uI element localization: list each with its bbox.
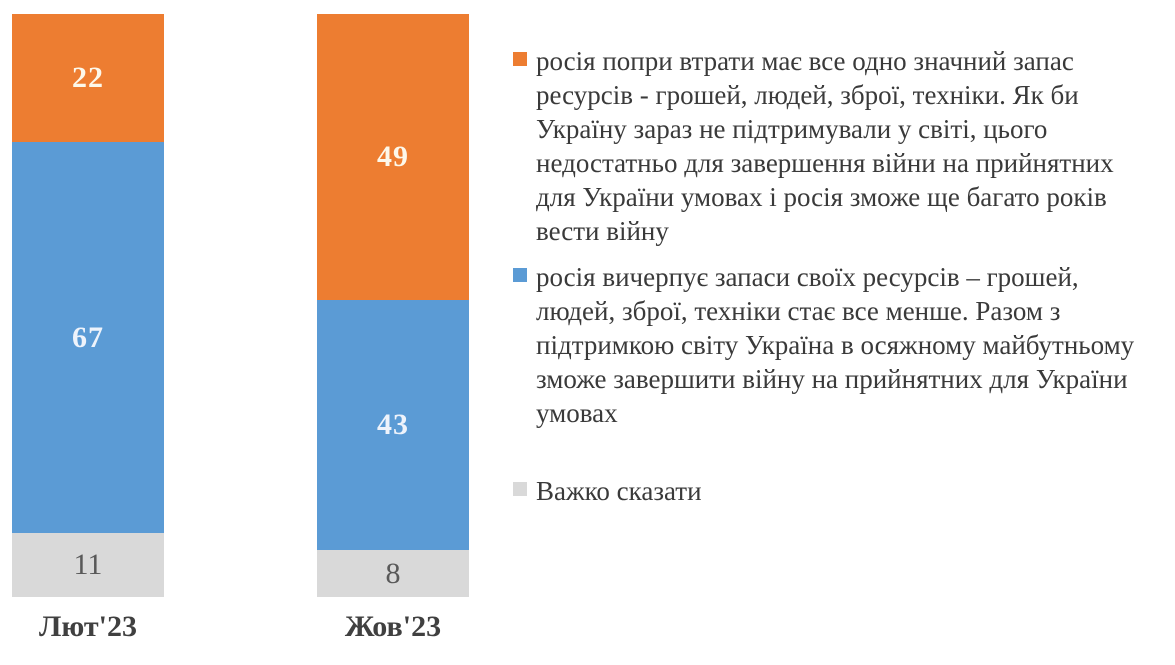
- legend-item-gray: Важко сказати: [513, 474, 1143, 508]
- bar-feb23-gray-value: 11: [73, 547, 103, 581]
- legend-label-blue: росія вичерпує запаси своїх ресурсів – г…: [536, 262, 1135, 428]
- legend-item-blue: росія вичерпує запаси своїх ресурсів – г…: [513, 260, 1143, 430]
- bar-oct23-segment-gray: 8: [317, 550, 469, 597]
- legend: росія попри втрати має все одно значний …: [513, 44, 1143, 508]
- legend-swatch-gray-icon: [513, 482, 527, 496]
- bar-feb23-orange-value: 22: [72, 61, 104, 95]
- bar-feb23-segment-orange: 22: [12, 14, 164, 143]
- legend-swatch-blue-icon: [513, 268, 527, 282]
- bar-oct23: 49 43 8: [317, 14, 469, 597]
- bar-oct23-segment-orange: 49: [317, 14, 469, 300]
- bar-oct23-blue-value: 43: [377, 408, 409, 441]
- legend-label-gray: Важко сказати: [536, 476, 702, 506]
- bar-feb23-segment-blue: 67: [12, 142, 164, 533]
- category-label-feb23: Лют'23: [39, 610, 137, 643]
- legend-label-orange: росія попри втрати має все одно значний …: [536, 46, 1114, 246]
- bar-oct23-orange-value: 49: [377, 139, 409, 173]
- legend-item-orange: росія попри втрати має все одно значний …: [513, 44, 1143, 248]
- bar-feb23-segment-gray: 11: [12, 532, 164, 597]
- bar-oct23-gray-value: 8: [385, 556, 401, 590]
- bar-feb23: 22 67 11: [12, 14, 164, 597]
- legend-swatch-orange-icon: [513, 52, 527, 66]
- bar-feb23-blue-value: 67: [72, 320, 104, 354]
- category-label-oct23: Жов'23: [344, 610, 442, 643]
- bar-oct23-segment-blue: 43: [317, 299, 469, 551]
